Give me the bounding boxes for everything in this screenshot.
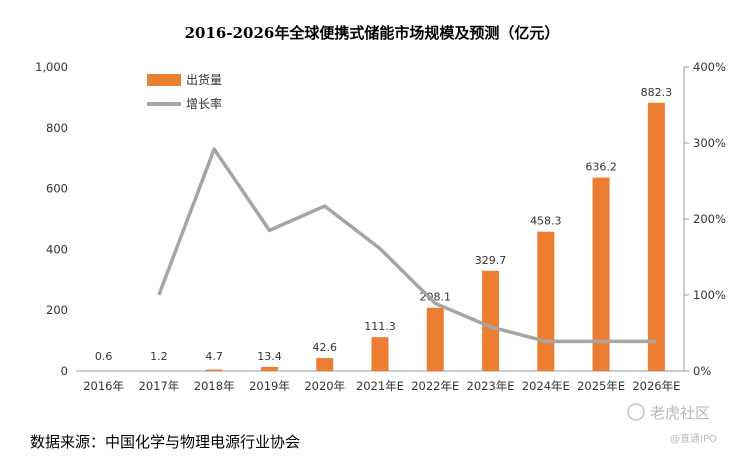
bar-label-2026年E: 882.3 [641, 86, 673, 99]
chart-title: 2016-2026年全球便携式储能市场规模及预测（亿元） [185, 24, 560, 42]
left-tick-label: 1,000 [35, 60, 68, 74]
right-tick-label: 300% [693, 136, 726, 150]
category-label: 2016年 [83, 379, 124, 393]
category-labels: 2016年 2017年 2018年 2019年 2020年 2021年E 2022年E 202… [83, 379, 680, 393]
bar-2019年 [261, 367, 278, 371]
legend-item-bar: 出货量 [186, 72, 222, 87]
legend: 出货量 增长率 [147, 72, 222, 111]
bar-2020年 [316, 358, 333, 371]
bar-2021年E [372, 337, 389, 371]
watermark-main: 老虎社区 [650, 404, 710, 422]
category-label: 2025年E [577, 379, 625, 393]
right-tick-label: 200% [693, 212, 726, 226]
watermark-sub: @直通IPO [670, 432, 717, 445]
right-tick-label: 400% [693, 60, 726, 74]
category-label: 2023年E [467, 379, 515, 393]
right-axis: 0% 100% 200% 300% 400% [684, 60, 726, 378]
bar-label-2021年E: 111.3 [364, 320, 396, 333]
line-series [159, 149, 657, 341]
category-label: 2019年 [249, 379, 290, 393]
category-label: 2020年 [304, 379, 345, 393]
left-tick-label: 600 [46, 182, 68, 196]
bar-label-2023年E: 329.7 [475, 254, 507, 267]
left-tick-label: 400 [46, 242, 68, 256]
bar-2024年E [537, 232, 554, 371]
left-axis: 0 200 400 600 800 1,000 [35, 60, 68, 378]
right-tick-label: 0% [693, 364, 711, 378]
left-tick-label: 0 [61, 364, 68, 378]
bar-2023年E [482, 271, 499, 371]
bar-2026年E [648, 103, 665, 371]
bar-label-2018年: 4.7 [205, 350, 223, 363]
bar-label-2017年: 1.2 [150, 350, 168, 363]
category-label: 2018年 [194, 379, 235, 393]
bar-label-2025年E: 636.2 [585, 161, 617, 174]
bar-label-2024年E: 458.3 [530, 215, 562, 228]
category-label: 2026年E [632, 379, 680, 393]
bar-label-2016年: 0.6 [95, 350, 113, 363]
category-label: 2017年 [139, 379, 180, 393]
watermark: 老虎社区 @直通IPO [628, 404, 717, 445]
growth-rate-line [159, 149, 656, 341]
category-label: 2021年E [356, 379, 404, 393]
left-tick-label: 200 [46, 303, 68, 317]
left-tick-label: 800 [46, 121, 68, 135]
right-tick-label: 100% [693, 288, 726, 302]
source-note: 数据来源：中国化学与物理电源行业协会 [30, 433, 300, 451]
category-label: 2022年E [411, 379, 459, 393]
bar-label-2020年: 42.6 [312, 341, 337, 354]
bar-2022年E [427, 308, 444, 371]
bar-2018年 [206, 370, 223, 371]
bar-label-2019年: 13.4 [257, 350, 282, 363]
legend-item-line: 增长率 [186, 96, 222, 111]
legend-bar-swatch [147, 74, 181, 86]
category-label: 2024年E [522, 379, 570, 393]
watermark-logo-icon [628, 404, 644, 420]
